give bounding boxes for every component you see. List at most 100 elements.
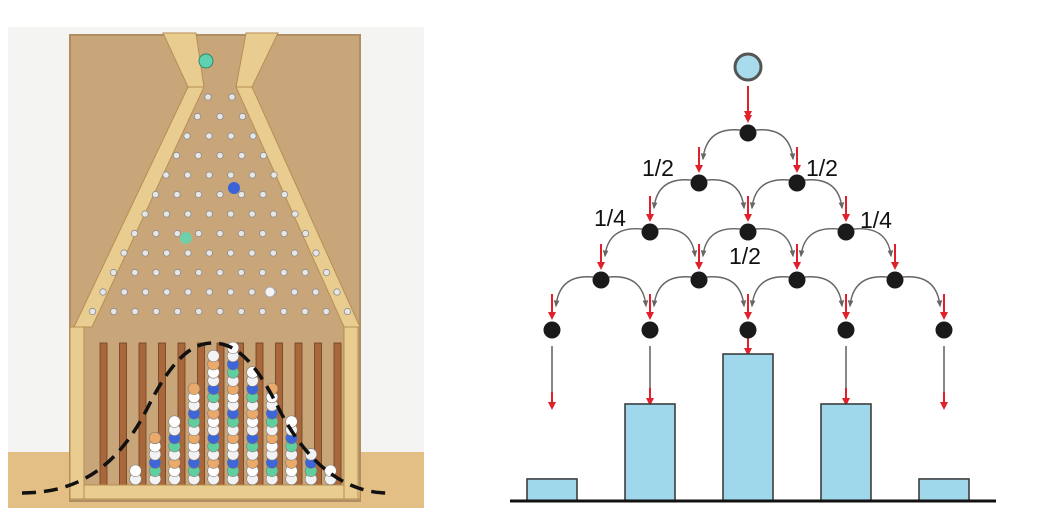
peg (152, 307, 160, 316)
peg (120, 288, 128, 296)
peg (141, 249, 149, 257)
peg (130, 229, 139, 238)
branch-arc (706, 179, 747, 210)
peg (259, 229, 267, 238)
tree-node (739, 223, 757, 241)
peg (141, 210, 149, 218)
peg (195, 307, 203, 316)
peg (173, 190, 181, 199)
peg (194, 190, 203, 199)
marble-falling-blue (228, 182, 240, 194)
bin-divider (138, 342, 147, 488)
peg (237, 190, 246, 199)
tree-node (641, 321, 659, 339)
peg (131, 268, 139, 277)
peg (248, 249, 256, 257)
peg (301, 229, 310, 238)
branch-arc (651, 179, 692, 210)
branch-arc (749, 276, 790, 308)
side-rail-left (69, 326, 85, 500)
peg (163, 249, 171, 257)
branch-arc (706, 276, 747, 308)
peg (195, 268, 203, 277)
peg (312, 288, 320, 296)
peg (204, 93, 212, 101)
peg (184, 171, 192, 179)
peg (152, 229, 160, 238)
branch-arc (657, 228, 698, 258)
tree-node (837, 223, 855, 241)
peg (322, 268, 331, 277)
peg (216, 268, 224, 277)
peg (237, 307, 245, 316)
peg (205, 132, 213, 140)
branch-arc (804, 276, 845, 308)
peg (259, 268, 267, 277)
branch-arcs (553, 129, 943, 308)
peg (290, 288, 299, 296)
tree-node (592, 271, 610, 289)
tree-node (788, 174, 806, 192)
marble (148, 431, 162, 445)
peg (301, 268, 309, 277)
marble-top (198, 53, 214, 69)
peg (109, 268, 118, 277)
tree-node (935, 321, 953, 339)
tree-node (543, 321, 561, 339)
branch-arc (651, 276, 692, 308)
peg (184, 210, 192, 218)
peg (269, 210, 278, 218)
peg (205, 288, 213, 296)
peg (184, 288, 192, 296)
peg (195, 229, 203, 238)
peg (237, 229, 245, 238)
marble (168, 415, 181, 428)
peg (301, 307, 309, 316)
bell-curve (21, 341, 389, 495)
branch-arc (853, 228, 894, 258)
rail-right (235, 86, 361, 328)
peg (151, 190, 160, 199)
peg (216, 229, 224, 238)
peg (162, 171, 170, 179)
histogram-bar (820, 403, 872, 502)
side-rail-right (343, 326, 359, 500)
peg (238, 112, 247, 121)
histogram-bar (918, 478, 970, 502)
tree-node (739, 124, 757, 142)
branch-arc (700, 129, 741, 161)
bin-divider (119, 342, 127, 488)
peg (258, 307, 267, 316)
peg (173, 268, 181, 277)
peg (248, 210, 256, 218)
tree-node (788, 271, 806, 289)
peg (194, 151, 202, 160)
peg (216, 190, 224, 199)
peg (216, 151, 224, 160)
marble (226, 341, 240, 354)
peg (131, 307, 139, 316)
branch-arc (608, 276, 649, 308)
peg (269, 249, 277, 257)
rail-left (73, 86, 205, 328)
tree-node (690, 174, 708, 192)
tree-node (837, 321, 855, 339)
prob-label-row1-right: 1/2 (806, 155, 838, 181)
peg (291, 249, 299, 257)
tree-nodes (543, 124, 953, 339)
peg (312, 249, 320, 257)
peg (228, 93, 236, 101)
peg (110, 307, 118, 316)
peg (333, 288, 341, 296)
branch-arc (755, 129, 796, 161)
prob-label-row2-right: 1/4 (860, 207, 892, 233)
branch-arc (804, 179, 845, 210)
peg (193, 112, 202, 121)
peg (259, 190, 267, 199)
histogram-bar (526, 478, 578, 502)
peg (162, 210, 171, 218)
branch-arc (602, 228, 643, 258)
peg (205, 171, 213, 179)
galton-board-photo (8, 27, 424, 508)
tree-node (739, 321, 757, 339)
